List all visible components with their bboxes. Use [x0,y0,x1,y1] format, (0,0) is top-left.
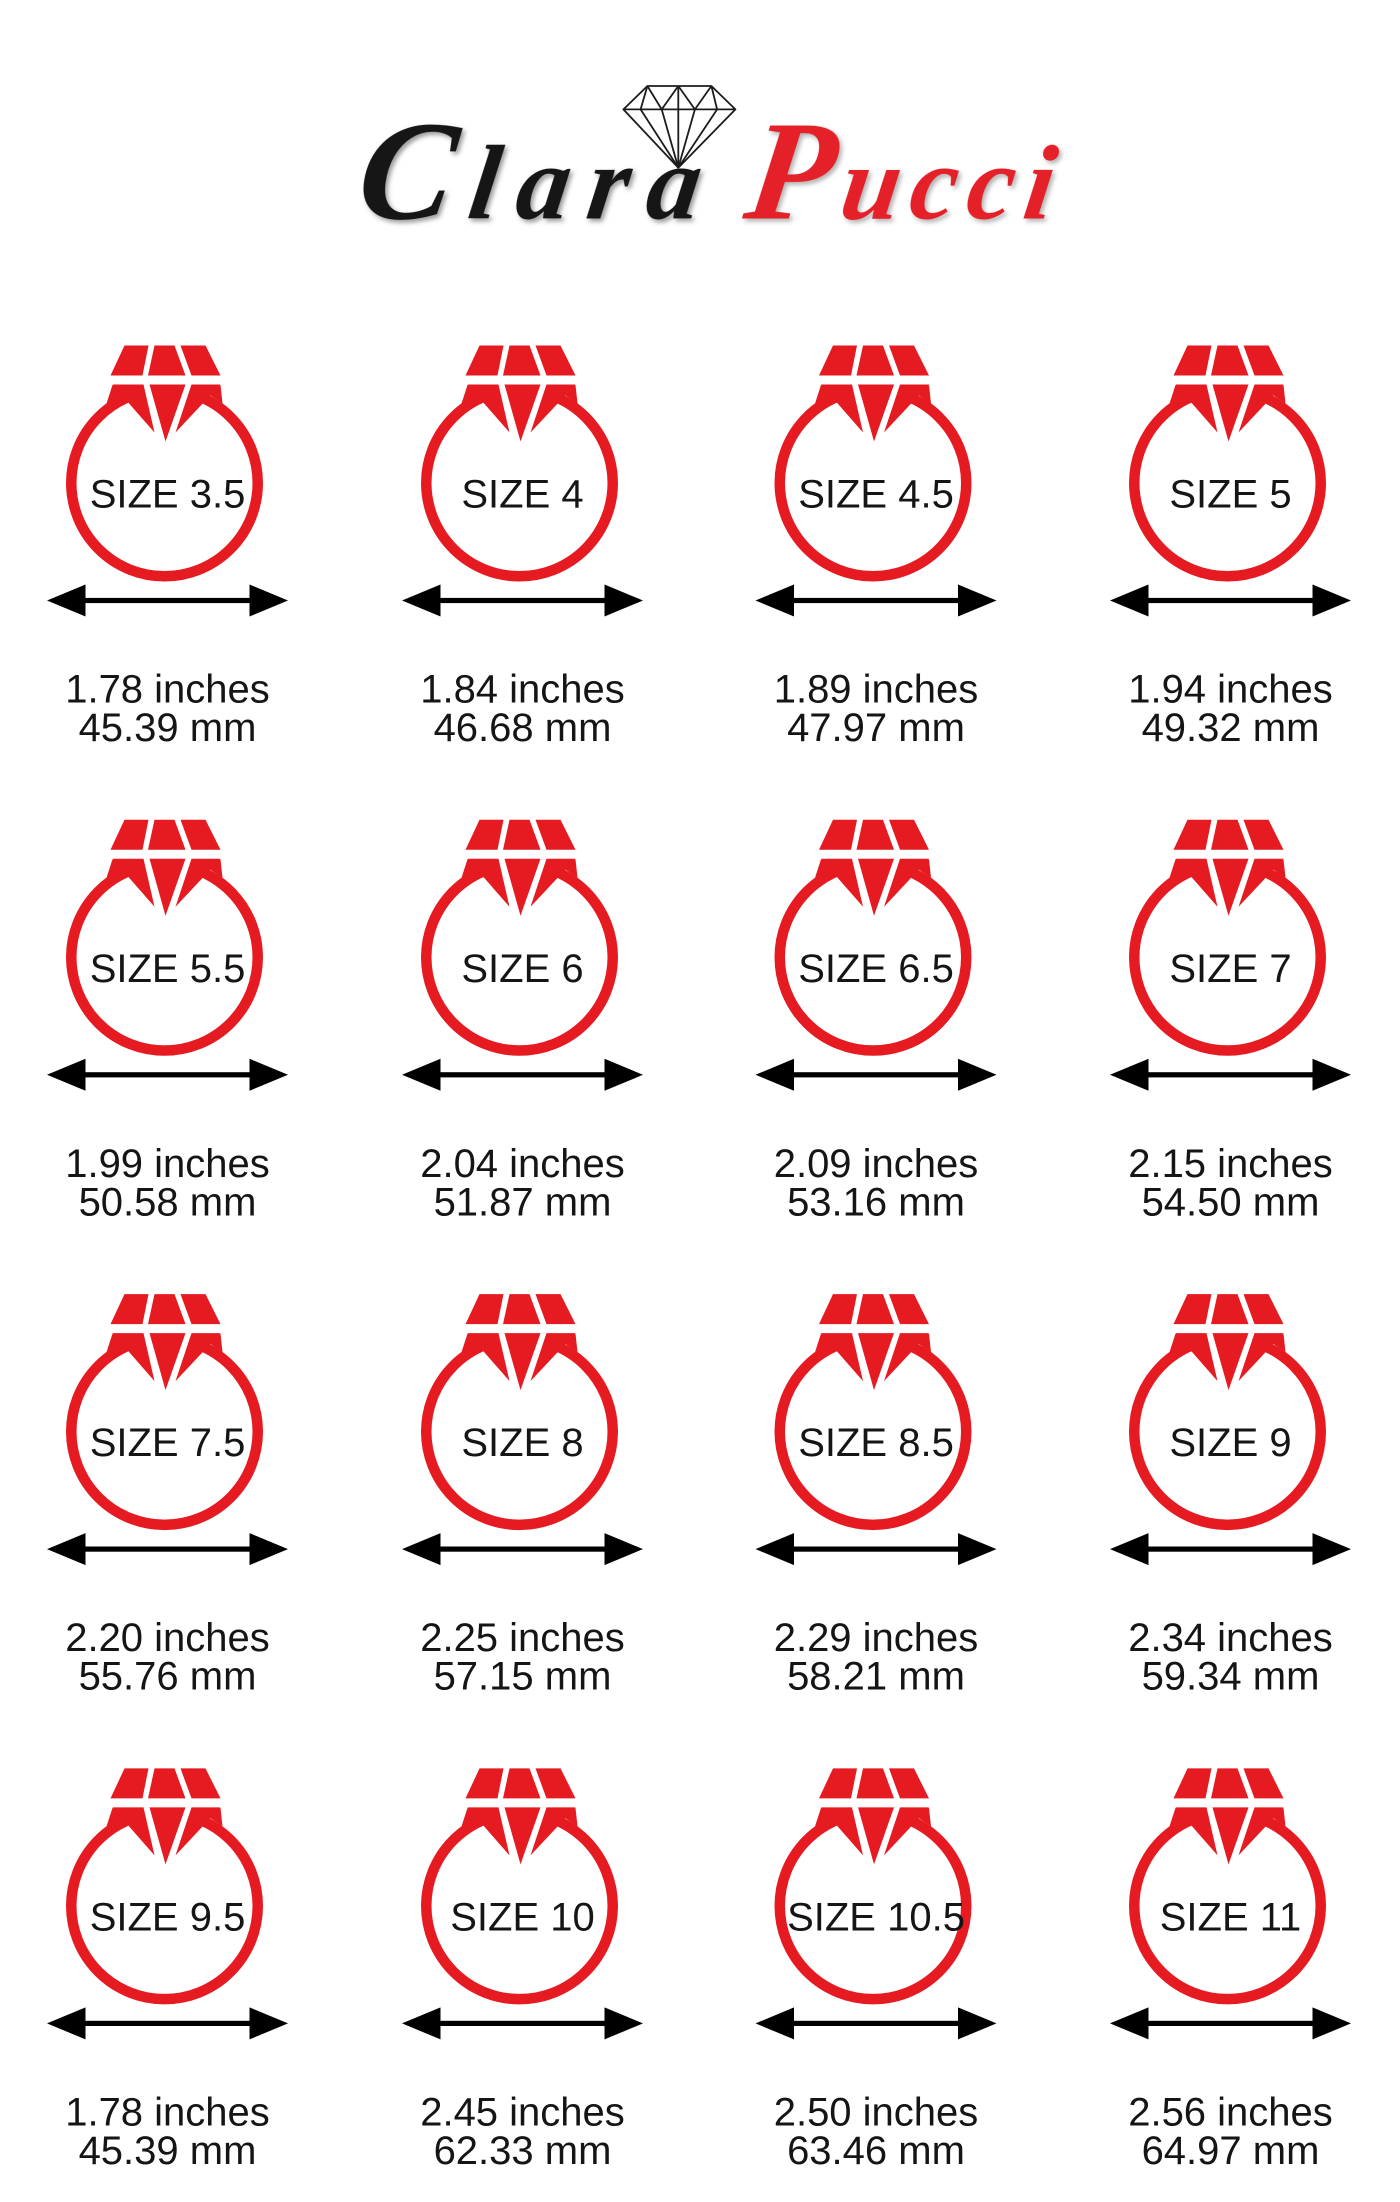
svg-text:SIZE 5: SIZE 5 [1169,473,1291,517]
svg-text:1.84 inches: 1.84 inches [420,668,625,712]
svg-text:1.94 inches: 1.94 inches [1128,668,1333,712]
svg-text:2.04 inches: 2.04 inches [420,1142,625,1186]
svg-text:SIZE 7.5: SIZE 7.5 [90,1421,246,1465]
svg-text:SIZE 8: SIZE 8 [461,1421,583,1465]
svg-text:SIZE 9.5: SIZE 9.5 [90,1895,246,1939]
svg-text:2.09 inches: 2.09 inches [774,1142,979,1186]
svg-text:53.16 mm: 53.16 mm [787,1180,965,1224]
svg-text:Pucci: Pucci [737,92,1078,249]
svg-text:59.34 mm: 59.34 mm [1142,1655,1320,1699]
svg-text:62.33 mm: 62.33 mm [434,2129,612,2173]
svg-text:SIZE 3.5: SIZE 3.5 [90,473,246,517]
svg-text:50.58 mm: 50.58 mm [79,1180,257,1224]
svg-text:57.15 mm: 57.15 mm [434,1655,612,1699]
svg-text:2.45 inches: 2.45 inches [420,2090,625,2134]
svg-text:2.20 inches: 2.20 inches [65,1616,270,1660]
svg-text:SIZE 5.5: SIZE 5.5 [90,947,246,991]
svg-text:45.39 mm: 45.39 mm [79,706,257,750]
svg-text:55.76 mm: 55.76 mm [79,1655,257,1699]
svg-text:2.25 inches: 2.25 inches [420,1616,625,1660]
svg-text:SIZE 6: SIZE 6 [461,947,583,991]
svg-text:SIZE 10.5: SIZE 10.5 [787,1895,965,1939]
svg-text:1.78 inches: 1.78 inches [65,668,270,712]
svg-text:2.34 inches: 2.34 inches [1128,1616,1333,1660]
svg-text:SIZE 10: SIZE 10 [450,1895,595,1939]
svg-text:SIZE 4.5: SIZE 4.5 [798,473,954,517]
svg-text:SIZE 11: SIZE 11 [1160,1895,1302,1939]
svg-text:SIZE 9: SIZE 9 [1169,1421,1291,1465]
svg-text:1.99 inches: 1.99 inches [65,1142,270,1186]
svg-text:1.78 inches: 1.78 inches [65,2090,270,2134]
svg-text:SIZE 8.5: SIZE 8.5 [798,1421,954,1465]
svg-text:1.89 inches: 1.89 inches [774,668,979,712]
svg-text:SIZE 6.5: SIZE 6.5 [798,947,954,991]
svg-text:45.39 mm: 45.39 mm [79,2129,257,2173]
svg-text:51.87 mm: 51.87 mm [434,1180,612,1224]
svg-text:SIZE 4: SIZE 4 [461,473,583,517]
svg-text:2.56 inches: 2.56 inches [1128,2090,1333,2134]
svg-text:63.46 mm: 63.46 mm [787,2129,965,2173]
svg-text:SIZE 7: SIZE 7 [1169,947,1291,991]
svg-text:46.68 mm: 46.68 mm [434,706,612,750]
svg-text:2.50 inches: 2.50 inches [774,2090,979,2134]
svg-text:64.97 mm: 64.97 mm [1142,2129,1320,2173]
svg-text:54.50 mm: 54.50 mm [1142,1180,1320,1224]
svg-text:58.21 mm: 58.21 mm [787,1655,965,1699]
svg-text:2.29 inches: 2.29 inches [774,1616,979,1660]
svg-text:49.32 mm: 49.32 mm [1142,706,1320,750]
svg-text:Clara: Clara [350,92,733,249]
svg-text:2.15 inches: 2.15 inches [1128,1142,1333,1186]
svg-text:47.97 mm: 47.97 mm [787,706,965,750]
